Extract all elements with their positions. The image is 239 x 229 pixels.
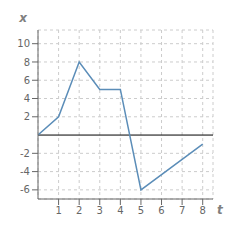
svg-text:6: 6 — [24, 75, 30, 86]
svg-text:4: 4 — [24, 93, 30, 104]
svg-text:1: 1 — [55, 205, 61, 216]
svg-text:10: 10 — [17, 38, 30, 49]
svg-text:2: 2 — [24, 111, 30, 122]
svg-text:8: 8 — [24, 57, 30, 68]
svg-text:-4: -4 — [20, 166, 30, 177]
svg-text:7: 7 — [179, 205, 185, 216]
svg-text:8: 8 — [200, 205, 206, 216]
svg-text:-6: -6 — [20, 184, 30, 195]
svg-text:2: 2 — [76, 205, 82, 216]
svg-text:t: t — [217, 203, 224, 217]
svg-text:6: 6 — [158, 205, 164, 216]
svg-text:3: 3 — [97, 205, 103, 216]
svg-text:4: 4 — [117, 205, 123, 216]
svg-text:x: x — [18, 11, 28, 25]
svg-text:5: 5 — [138, 205, 144, 216]
svg-text:-2: -2 — [20, 148, 30, 159]
